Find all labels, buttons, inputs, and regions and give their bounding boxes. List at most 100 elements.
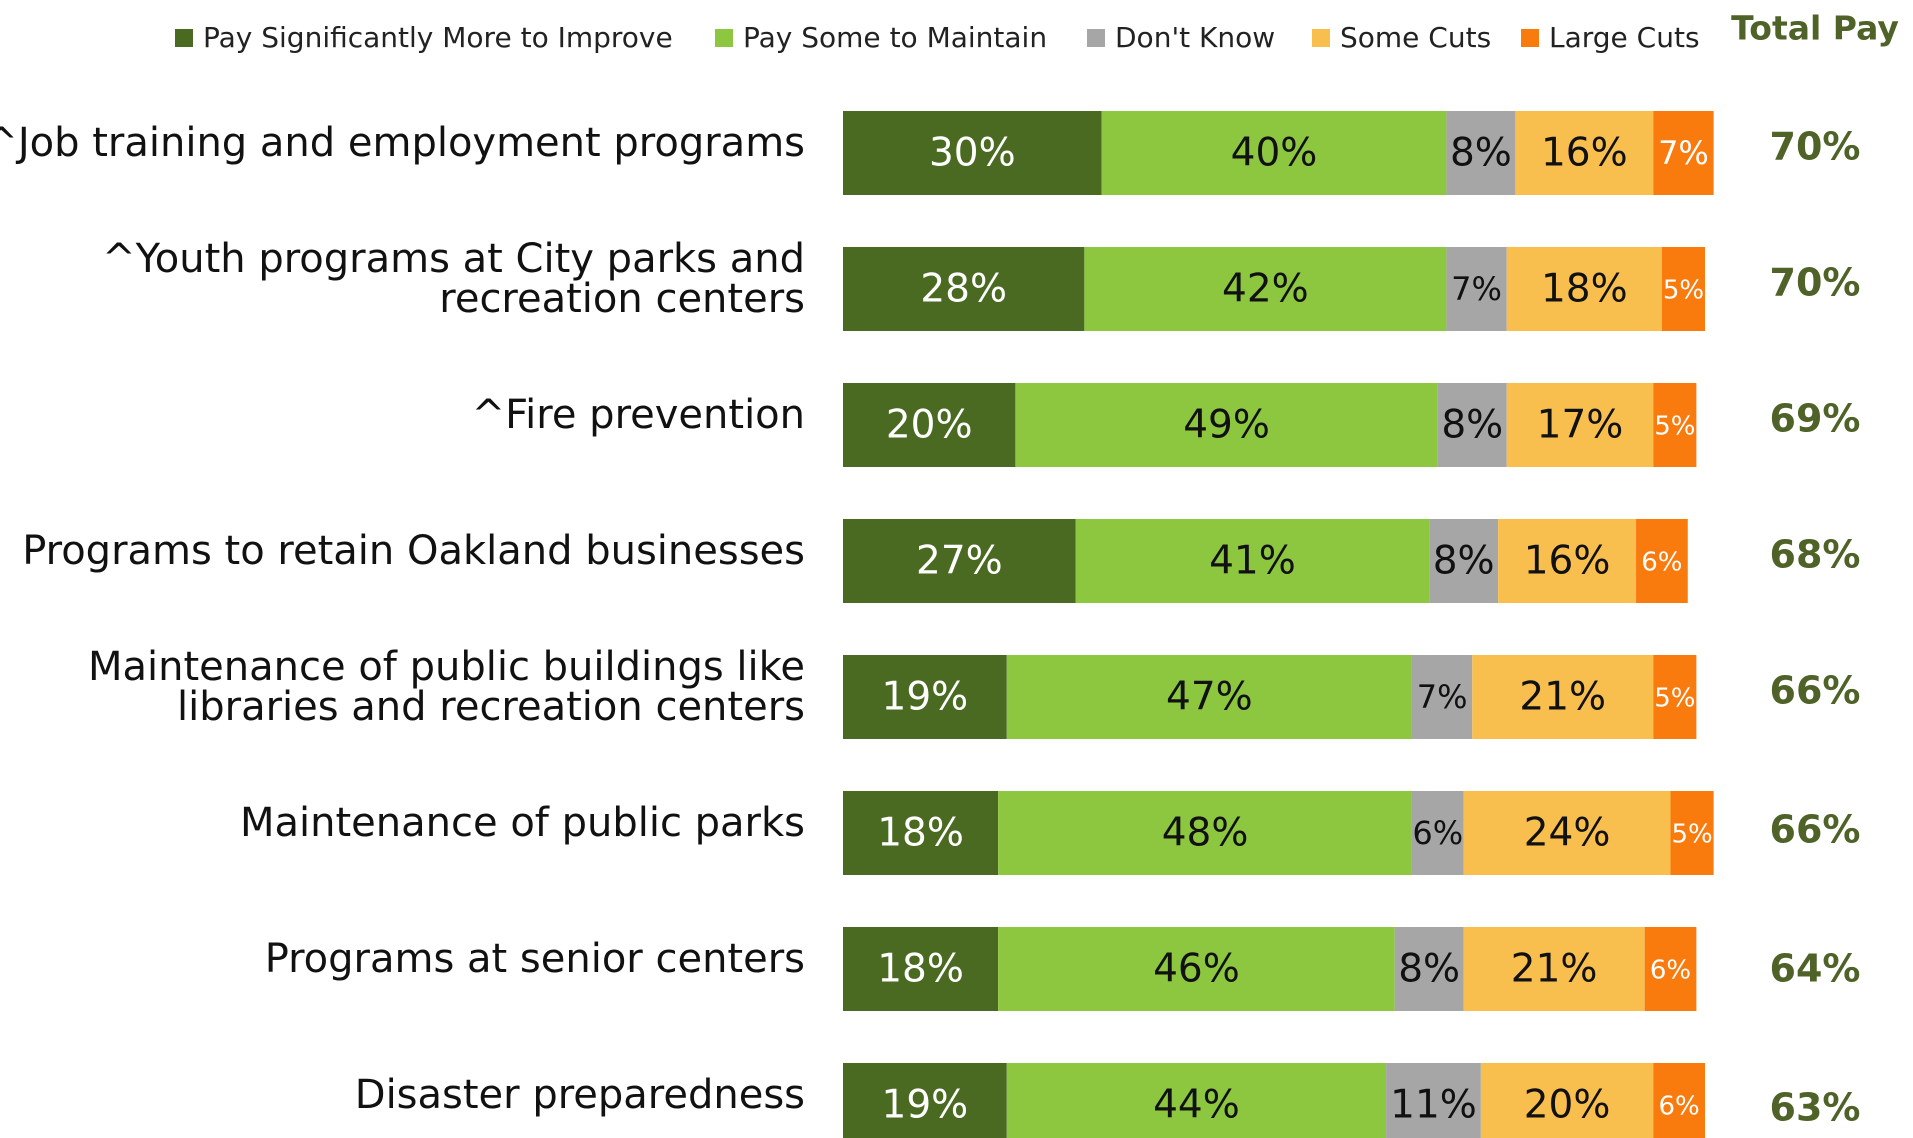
category-label: Maintenance of public parks (240, 800, 805, 846)
bar-segment (843, 1063, 1007, 1138)
category-label: Maintenance of public buildings like libr… (88, 644, 805, 730)
bar-value-label: 18% (1541, 267, 1628, 312)
bar-value-label: 7% (1417, 678, 1468, 716)
bar-value-label: 7% (1658, 134, 1709, 172)
bar-segment (1661, 247, 1705, 331)
bar-segment (1472, 655, 1654, 739)
bar-value-label: 27% (916, 539, 1003, 584)
bar-segment (998, 791, 1412, 875)
bar-segment (1429, 519, 1499, 603)
bar-value-label: 19% (882, 675, 969, 720)
category-label: ^Fire prevention (472, 392, 805, 438)
bar-value-label: 42% (1222, 267, 1309, 312)
legend-label: Don't Know (1115, 21, 1275, 54)
bar-value-label: 5% (1654, 684, 1695, 714)
total-label: 68% (1770, 533, 1861, 577)
bar-value-label: 16% (1524, 539, 1611, 584)
category-label: Programs to retain Oakland businesses (22, 528, 805, 574)
bar-value-label: 47% (1166, 675, 1253, 720)
bar-segment (843, 383, 1016, 467)
bar-value-label: 40% (1231, 131, 1318, 176)
total-label: 70% (1770, 261, 1861, 305)
bar-value-label: 46% (1153, 947, 1240, 992)
bar-value-label: 44% (1153, 1083, 1240, 1128)
bar-value-label: 28% (920, 267, 1007, 312)
bar-value-label: 8% (1398, 947, 1460, 992)
bar-segment (1075, 519, 1430, 603)
bar-segment (843, 519, 1076, 603)
legend-swatch (1087, 29, 1105, 47)
bar-segment (1515, 111, 1654, 195)
bar-value-label: 6% (1659, 1092, 1700, 1122)
legend-label: Pay Some to Maintain (743, 21, 1047, 54)
legend-swatch (715, 29, 733, 47)
legend-label: Large Cuts (1549, 21, 1700, 54)
bar-segment (1653, 383, 1697, 467)
category-label: Programs at senior centers (265, 936, 805, 982)
bar-value-label: 24% (1524, 811, 1611, 856)
bar-segment (1411, 791, 1464, 875)
bar-segment (1506, 247, 1662, 331)
bar-segment (843, 111, 1102, 195)
bar-value-label: 5% (1671, 820, 1712, 850)
bar-segment (1411, 655, 1473, 739)
total-title: Total Pay (1731, 9, 1899, 48)
bar-value-label: 6% (1641, 548, 1682, 578)
category-label-line: libraries and recreation centers (177, 684, 805, 730)
legend-label: Some Cuts (1340, 21, 1491, 54)
total-label: 69% (1770, 397, 1861, 441)
total-label: 66% (1770, 669, 1861, 713)
bar-value-label: 41% (1209, 539, 1296, 584)
bar-value-label: 30% (929, 131, 1016, 176)
bar-segment (998, 927, 1395, 1011)
bar-segment (1084, 247, 1447, 331)
bar-value-label: 6% (1650, 956, 1691, 986)
bar-value-label: 20% (886, 403, 973, 448)
bar-value-label: 21% (1511, 947, 1598, 992)
bar-segment (1653, 1063, 1705, 1138)
bar-value-label: 7% (1451, 270, 1502, 308)
bar-segment (1670, 791, 1714, 875)
category-label-line: Programs at senior centers (265, 936, 805, 982)
legend-swatch (175, 29, 193, 47)
category-label-line: Programs to retain Oakland businesses (22, 528, 805, 574)
bar-value-label: 8% (1433, 539, 1495, 584)
total-label: 63% (1770, 1086, 1861, 1130)
bar-value-label: 5% (1654, 412, 1695, 442)
bar-value-label: 21% (1519, 675, 1606, 720)
category-label-line: ^Job training and employment programs (0, 120, 805, 166)
bar-value-label: 6% (1412, 814, 1463, 852)
bar-segment (1653, 111, 1714, 195)
bar-segment (1006, 655, 1412, 739)
legend-label: Pay Significantly More to Improve (203, 21, 673, 54)
legend-swatch (1312, 29, 1330, 47)
category-label: Disaster preparedness (355, 1072, 805, 1118)
bar-segment (1480, 1063, 1654, 1138)
bar-value-label: 19% (882, 1083, 969, 1128)
total-label: 70% (1770, 125, 1861, 169)
total-label: 64% (1770, 947, 1861, 991)
bar-segment (1437, 383, 1507, 467)
category-label: ^Youth programs at City parks and recreat… (102, 236, 805, 322)
bar-segment (843, 247, 1085, 331)
bar-value-label: 8% (1450, 131, 1512, 176)
category-label-line: ^Fire prevention (472, 392, 805, 438)
bar-segment (1498, 519, 1637, 603)
bar-value-label: 48% (1162, 811, 1249, 856)
legend-swatch (1521, 29, 1539, 47)
bar-segment (1446, 247, 1507, 331)
bar-segment (843, 791, 999, 875)
category-label: ^Job training and employment programs (0, 120, 805, 166)
bar-segment (1006, 1063, 1387, 1138)
bar-segment (1446, 111, 1516, 195)
category-label-line: Disaster preparedness (355, 1072, 805, 1118)
bar-segment (1015, 383, 1438, 467)
bar-value-label: 8% (1441, 403, 1503, 448)
bar-segment (843, 927, 999, 1011)
bar-value-label: 18% (877, 947, 964, 992)
bar-value-label: 49% (1183, 403, 1270, 448)
bar-value-label: 20% (1524, 1083, 1611, 1128)
bar-segment (1394, 927, 1464, 1011)
bar-value-label: 16% (1541, 131, 1628, 176)
